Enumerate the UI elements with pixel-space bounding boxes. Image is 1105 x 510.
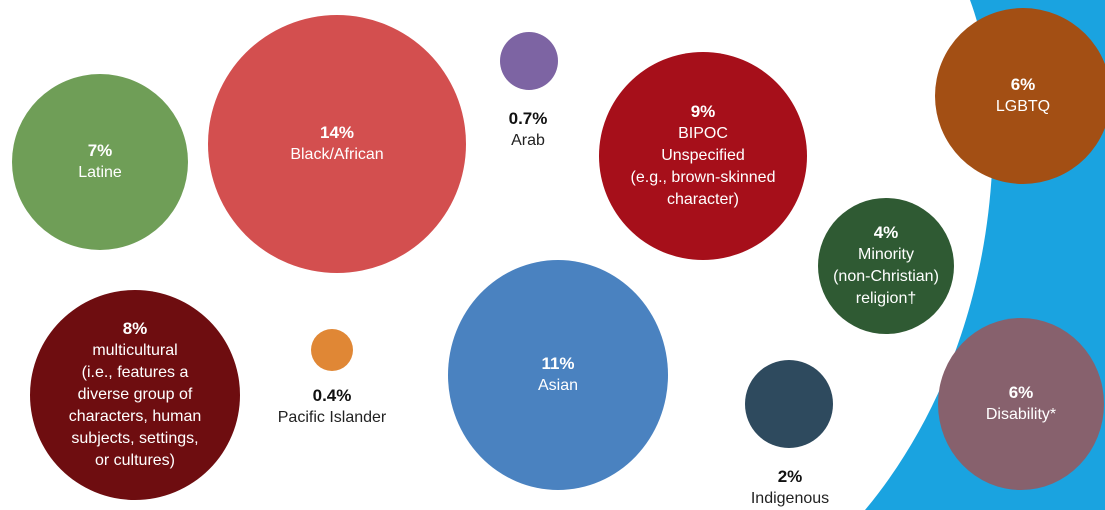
category-label-pacific-islander: Pacific Islander xyxy=(277,409,387,426)
bubble-disability: 6% Disability* xyxy=(938,318,1104,490)
bubble-minority-religion: 4% Minority (non-Christian) religion† xyxy=(818,198,954,334)
value-label-arab: 0.7% xyxy=(508,109,548,128)
label-group-indigenous: 2% Indigenous xyxy=(740,466,840,510)
category-label-disability: Disability* xyxy=(985,406,1057,423)
category-label-indigenous: Indigenous xyxy=(750,490,830,507)
value-label-bipoc-unspecified: 9% xyxy=(690,102,716,121)
bubble-latine: 7% Latine xyxy=(12,74,188,250)
label-group-arab: 0.7% Arab xyxy=(478,108,578,152)
bubble-bipoc-unspecified: 9% BIPOC Unspecified (e.g., brown-skinne… xyxy=(599,52,807,260)
value-label-lgbtq: 6% xyxy=(1010,75,1036,94)
value-label-latine: 7% xyxy=(87,141,113,160)
value-label-black-african: 14% xyxy=(319,123,355,142)
bubble-lgbtq: 6% LGBTQ xyxy=(935,8,1105,184)
bubble-multicultural: 8% multicultural (i.e., features a diver… xyxy=(30,290,240,500)
category-label-black-african: Black/African xyxy=(290,146,384,163)
value-label-minority-religion: 4% xyxy=(873,223,899,242)
label-group-pacific-islander: 0.4% Pacific Islander xyxy=(262,385,402,429)
category-label-latine: Latine xyxy=(78,164,122,181)
category-label-multicultural: multicultural (i.e., features a diverse … xyxy=(68,342,202,469)
value-label-pacific-islander: 0.4% xyxy=(312,386,352,405)
category-label-minority-religion: Minority (non-Christian) religion† xyxy=(833,246,939,307)
value-label-asian: 11% xyxy=(541,354,575,373)
bubble-pacific-islander xyxy=(311,329,353,371)
category-label-asian: Asian xyxy=(537,377,579,394)
bubble-arab xyxy=(500,32,558,90)
bubble-black-african: 14% Black/African xyxy=(208,15,466,273)
category-label-bipoc-unspecified: BIPOC Unspecified (e.g., brown-skinned c… xyxy=(630,125,776,208)
bubble-indigenous xyxy=(745,360,833,448)
value-label-indigenous: 2% xyxy=(777,467,803,486)
value-label-multicultural: 8% xyxy=(122,319,148,338)
category-label-arab: Arab xyxy=(511,132,545,149)
bubble-asian: 11% Asian xyxy=(448,260,668,490)
category-label-lgbtq: LGBTQ xyxy=(995,98,1051,115)
value-label-disability: 6% xyxy=(1008,383,1034,402)
